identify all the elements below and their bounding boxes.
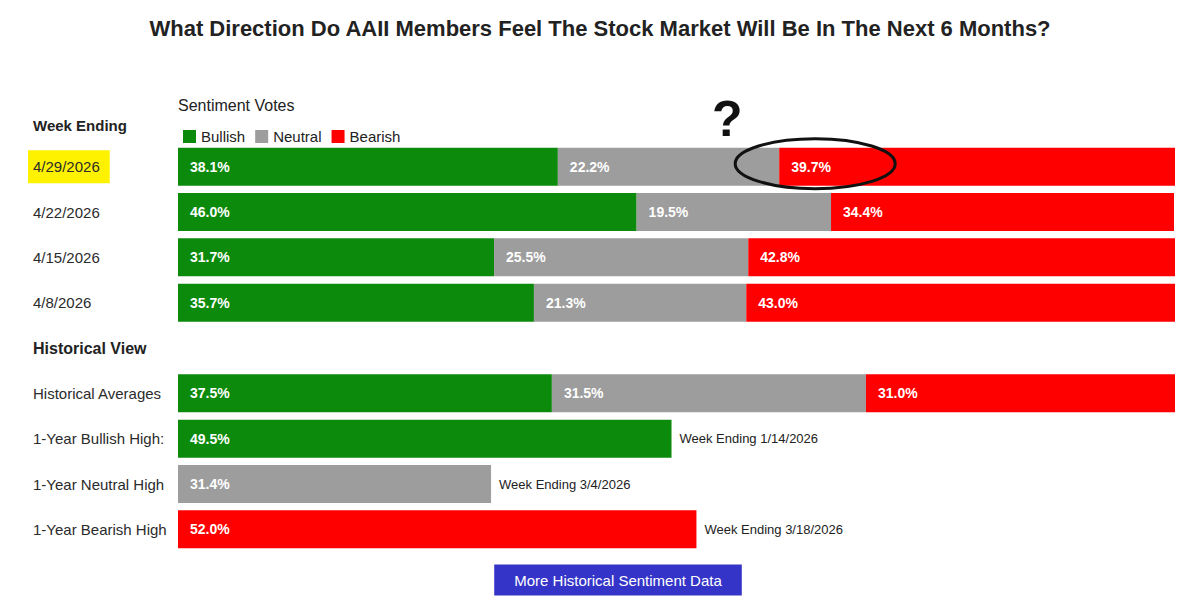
svg-text:31.0%: 31.0% xyxy=(878,385,918,401)
svg-text:1-Year Neutral High: 1-Year Neutral High xyxy=(33,476,164,493)
svg-text:46.0%: 46.0% xyxy=(190,204,230,220)
svg-text:4/29/2026: 4/29/2026 xyxy=(33,158,100,175)
svg-text:39.7%: 39.7% xyxy=(791,159,831,175)
svg-text:Historical View: Historical View xyxy=(33,340,147,357)
svg-text:43.0%: 43.0% xyxy=(758,295,798,311)
svg-text:1-Year Bullish High:: 1-Year Bullish High: xyxy=(33,430,164,447)
svg-text:52.0%: 52.0% xyxy=(190,521,230,537)
svg-text:31.5%: 31.5% xyxy=(564,385,604,401)
svg-text:21.3%: 21.3% xyxy=(546,295,586,311)
svg-text:4/22/2026: 4/22/2026 xyxy=(33,204,100,221)
svg-text:38.1%: 38.1% xyxy=(190,159,230,175)
svg-text:49.5%: 49.5% xyxy=(190,431,230,447)
svg-text:25.5%: 25.5% xyxy=(506,249,546,265)
svg-text:4/15/2026: 4/15/2026 xyxy=(33,249,100,266)
svg-text:Neutral: Neutral xyxy=(273,128,321,145)
svg-text:42.8%: 42.8% xyxy=(760,249,800,265)
svg-text:Bullish: Bullish xyxy=(201,128,245,145)
svg-text:More Historical Sentiment Data: More Historical Sentiment Data xyxy=(514,572,722,589)
svg-text:31.4%: 31.4% xyxy=(190,476,230,492)
svg-text:34.4%: 34.4% xyxy=(843,204,883,220)
svg-text:37.5%: 37.5% xyxy=(190,385,230,401)
svg-text:?: ? xyxy=(712,91,743,147)
svg-text:31.7%: 31.7% xyxy=(190,249,230,265)
svg-text:Historical Averages: Historical Averages xyxy=(33,385,161,402)
svg-text:1-Year Bearish High: 1-Year Bearish High xyxy=(33,521,167,538)
svg-text:Week Ending 3/4/2026: Week Ending 3/4/2026 xyxy=(499,477,630,492)
svg-text:22.2%: 22.2% xyxy=(570,159,610,175)
svg-text:What Direction Do AAII Members: What Direction Do AAII Members Feel The … xyxy=(149,16,1050,41)
svg-text:4/8/2026: 4/8/2026 xyxy=(33,294,91,311)
svg-text:Bearish: Bearish xyxy=(350,128,401,145)
svg-text:Week Ending 3/18/2026: Week Ending 3/18/2026 xyxy=(704,522,843,537)
svg-text:Sentiment Votes: Sentiment Votes xyxy=(178,97,295,114)
svg-text:35.7%: 35.7% xyxy=(190,295,230,311)
svg-text:19.5%: 19.5% xyxy=(649,204,689,220)
svg-text:Week Ending 1/14/2026: Week Ending 1/14/2026 xyxy=(680,431,819,446)
svg-text:Week Ending: Week Ending xyxy=(33,117,127,134)
